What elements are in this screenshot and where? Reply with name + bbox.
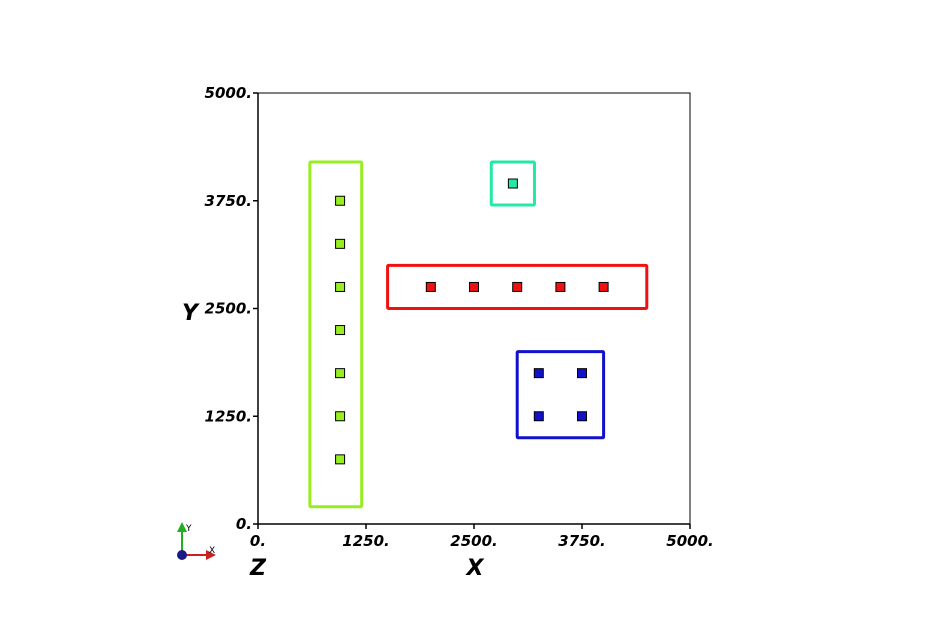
y-tick-label: 0. <box>236 515 252 533</box>
data-point <box>335 238 346 249</box>
data-point <box>335 411 346 422</box>
data-point <box>598 281 609 292</box>
data-point <box>533 368 544 379</box>
z-axis-title: Z <box>249 556 267 581</box>
y-tick-label: 5000. <box>205 84 252 102</box>
data-point <box>577 368 587 379</box>
group-bounding-box <box>515 350 606 440</box>
data-point <box>512 281 523 292</box>
x-tick-label: 5000. <box>666 532 713 550</box>
triad-x-arrow <box>206 550 216 560</box>
data-point <box>533 411 544 422</box>
x-tick-label: 1250. <box>342 532 389 550</box>
point-group <box>489 160 536 207</box>
y-tick-label: 2500. <box>205 300 252 318</box>
data-groups <box>308 160 649 509</box>
data-point <box>335 281 346 292</box>
axis-triad: Y X <box>177 522 216 560</box>
triad-y-label: Y <box>185 524 192 534</box>
group-bounding-box <box>386 263 649 310</box>
triad-x-label: X <box>209 546 215 556</box>
x-tick-label: 0. <box>250 532 266 550</box>
data-point <box>507 178 518 189</box>
y-axis-ticks: 0. 1250. 2500. 3750. 5000. <box>205 84 258 533</box>
data-point <box>335 368 346 379</box>
data-point <box>577 411 587 422</box>
data-point <box>469 281 479 292</box>
y-tick-label: 1250. <box>205 407 252 425</box>
group-bounding-box <box>308 160 364 509</box>
data-point <box>335 195 346 206</box>
x-axis-ticks: 0. 1250. 2500. 3750. 5000. <box>250 524 714 550</box>
triad-y-arrow <box>177 522 187 532</box>
data-point <box>555 281 566 292</box>
triad-z-dot <box>177 550 187 560</box>
y-axis-title: Y <box>182 301 200 326</box>
group-bounding-box <box>489 160 536 207</box>
point-group <box>386 263 649 310</box>
y-tick-label: 3750. <box>205 192 252 210</box>
x-tick-label: 3750. <box>558 532 605 550</box>
data-point <box>335 454 346 465</box>
x-tick-label: 2500. <box>450 532 497 550</box>
data-point <box>425 281 436 292</box>
point-group <box>515 350 606 440</box>
x-axis-title: X <box>465 556 485 581</box>
data-point <box>335 325 346 336</box>
point-group <box>308 160 364 509</box>
